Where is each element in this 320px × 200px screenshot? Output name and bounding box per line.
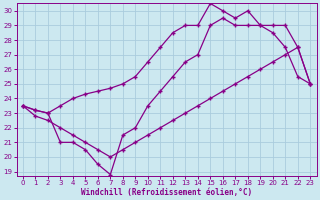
X-axis label: Windchill (Refroidissement éolien,°C): Windchill (Refroidissement éolien,°C) [81, 188, 252, 197]
